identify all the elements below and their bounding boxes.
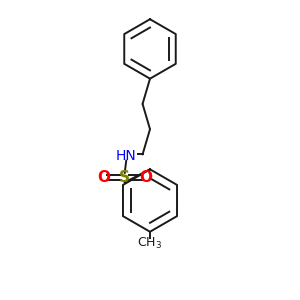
Text: CH$_3$: CH$_3$ [137, 236, 163, 251]
Text: S: S [119, 170, 130, 185]
Text: HN: HN [116, 149, 136, 163]
Text: O: O [97, 170, 110, 185]
Text: O: O [140, 170, 153, 185]
